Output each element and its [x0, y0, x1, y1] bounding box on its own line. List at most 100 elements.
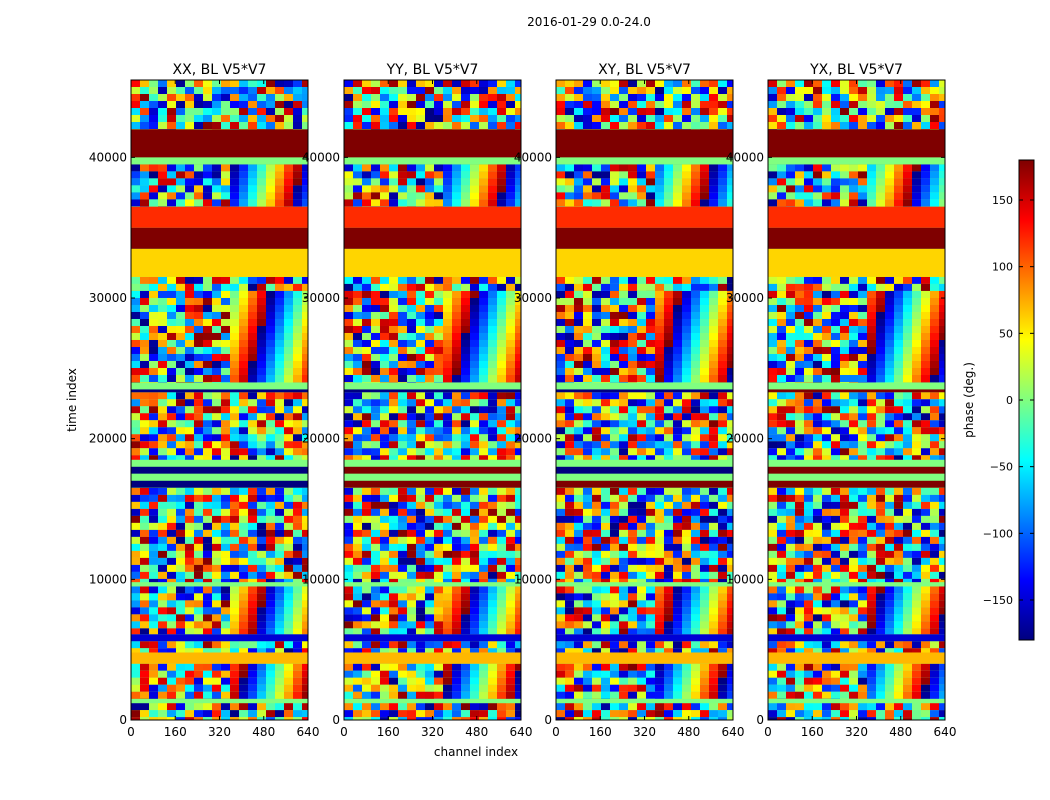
- phase-cell: [461, 508, 470, 516]
- phase-cell: [628, 332, 637, 340]
- phase-cell: [452, 406, 461, 414]
- phase-cell: [185, 115, 194, 122]
- phase-cell: [655, 339, 664, 347]
- phase-cell: [371, 628, 380, 635]
- phase-cell: [700, 571, 709, 579]
- phase-cell: [583, 670, 592, 678]
- phase-cell: [655, 374, 664, 382]
- phase-cell: [574, 87, 583, 94]
- phase-cell: [293, 670, 302, 678]
- phase-cell: [583, 550, 592, 558]
- phase-cell: [646, 332, 655, 340]
- phase-cell: [389, 108, 398, 115]
- phase-cell: [583, 529, 592, 537]
- phase-cell: [727, 318, 733, 326]
- phase-cell: [185, 178, 194, 186]
- phase-cell: [158, 487, 167, 495]
- phase-cell: [167, 529, 176, 537]
- phase-cell: [583, 578, 592, 583]
- phase-cell: [461, 557, 470, 565]
- phase-cell: [425, 536, 434, 544]
- phase-cell: [284, 448, 293, 456]
- phase-cell: [398, 325, 407, 333]
- phase-cell: [185, 325, 194, 333]
- phase-cell: [344, 80, 353, 87]
- phase-cell: [149, 641, 158, 649]
- phase-cell: [930, 691, 939, 699]
- phase-cell: [497, 621, 506, 629]
- phase-cell: [664, 691, 673, 699]
- phase-cell: [203, 621, 212, 629]
- phase-cell: [619, 703, 628, 711]
- phase-cell: [407, 108, 416, 115]
- phase-cell: [167, 283, 176, 291]
- phase-cell: [921, 614, 930, 622]
- phase-cell: [709, 87, 718, 94]
- phase-cell: [239, 691, 248, 699]
- phase-cell: [176, 164, 185, 172]
- phase-cell: [497, 578, 506, 583]
- phase-cell: [786, 621, 795, 629]
- phase-cell: [344, 399, 353, 407]
- phase-cell: [434, 332, 443, 340]
- phase-cell: [158, 367, 167, 375]
- phase-cell: [610, 304, 619, 312]
- phase-cell: [700, 703, 709, 711]
- phase-cell: [176, 406, 185, 414]
- phase-cell: [628, 339, 637, 347]
- phase-cell: [194, 290, 203, 298]
- phase-cell: [185, 607, 194, 615]
- phase-cell: [140, 677, 149, 685]
- phase-cell: [293, 607, 302, 615]
- phase-cell: [167, 325, 176, 333]
- phase-cell: [664, 171, 673, 179]
- phase-cell: [592, 684, 601, 692]
- phase-band: [131, 227, 308, 249]
- phase-cell: [470, 346, 479, 354]
- phase-cell: [266, 441, 275, 449]
- phase-cell: [867, 593, 876, 601]
- phase-cell: [194, 515, 203, 523]
- phase-cell: [700, 87, 709, 94]
- phase-cell: [479, 522, 488, 530]
- phase-cell: [230, 550, 239, 558]
- phase-cell: [284, 455, 293, 460]
- phase-cell: [452, 185, 461, 193]
- phase-cell: [302, 434, 308, 442]
- phase-cell: [221, 399, 230, 407]
- phase-cell: [583, 607, 592, 615]
- phase-cell: [655, 536, 664, 544]
- phase-cell: [673, 87, 682, 94]
- phase-cell: [371, 199, 380, 207]
- phase-cell: [131, 367, 140, 375]
- phase-cell: [565, 628, 574, 635]
- phase-cell: [664, 360, 673, 368]
- phase-cell: [266, 515, 275, 523]
- phase-cell: [266, 684, 275, 692]
- phase-cell: [628, 529, 637, 537]
- phase-cell: [610, 648, 619, 653]
- phase-cell: [673, 427, 682, 435]
- phase-cell: [194, 663, 203, 671]
- phase-cell: [470, 487, 479, 495]
- phase-cell: [592, 441, 601, 449]
- phase-cell: [185, 94, 194, 101]
- phase-cell: [700, 171, 709, 179]
- phase-cell: [416, 420, 425, 428]
- phase-cell: [239, 501, 248, 509]
- phase-cell: [709, 108, 718, 115]
- phase-cell: [185, 543, 194, 551]
- phase-cell: [673, 339, 682, 347]
- phase-cell: [416, 283, 425, 291]
- phase-cell: [777, 593, 786, 601]
- phase-cell: [840, 703, 849, 711]
- phase-cell: [443, 508, 452, 516]
- phase-cell: [371, 515, 380, 523]
- phase-cell: [718, 192, 727, 200]
- phase-cell: [293, 339, 302, 347]
- phase-cell: [479, 684, 488, 692]
- phase-cell: [194, 684, 203, 692]
- phase-cell: [380, 367, 389, 375]
- phase-cell: [389, 600, 398, 608]
- phase-cell: [239, 684, 248, 692]
